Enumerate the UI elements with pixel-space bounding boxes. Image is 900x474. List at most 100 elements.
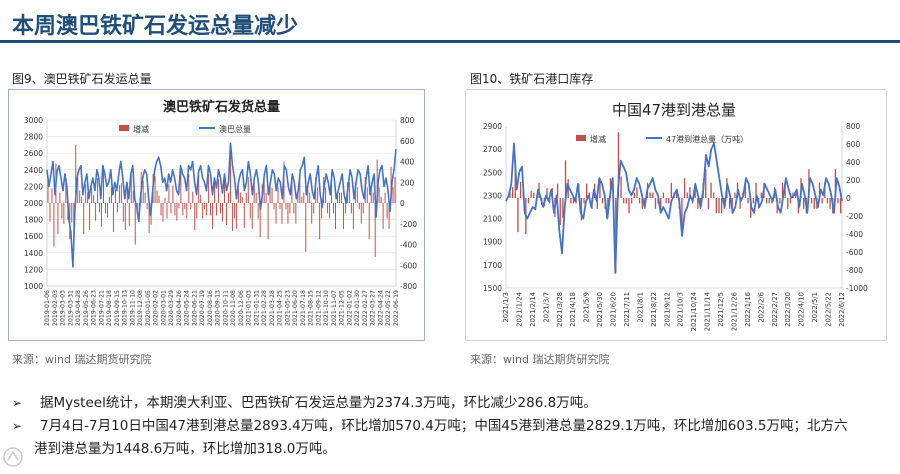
legend-bar-swatch (576, 135, 586, 141)
bar (75, 144, 77, 203)
x-tick-label: 2021-01-03 (246, 290, 253, 326)
y-right-tick-label: -1000 (846, 284, 868, 293)
bar (327, 203, 329, 214)
bar (245, 192, 247, 203)
y-right-tick-label: 200 (846, 176, 861, 185)
right-source-note: 来源：wind 瑞达期货研究院 (470, 353, 610, 366)
x-tick-label: 2022-02-27 (362, 290, 369, 326)
bar (77, 171, 79, 203)
x-tick-label: 2021/6/20 (610, 292, 618, 327)
bar (182, 203, 184, 216)
legend-label: 澳巴总量 (219, 124, 251, 134)
bar (101, 203, 103, 227)
bar (313, 203, 315, 214)
x-tick-label: 2022/6/12 (838, 292, 846, 327)
bar (148, 203, 150, 234)
x-tick-label: 2021-09-12 (315, 290, 322, 326)
bar (768, 198, 770, 204)
x-tick-label: 2020-08-16 (207, 290, 214, 326)
bar (168, 184, 170, 203)
x-tick-label: 2020-07-19 (199, 290, 206, 326)
bar (180, 168, 182, 203)
bullet-text: 7月4日-7月10日中国47港到港总量2893.4万吨，环比增加570.4万吨；… (40, 418, 848, 434)
bar (652, 192, 654, 198)
bar (305, 203, 307, 252)
x-tick-label: 2022-01-30 (354, 290, 361, 326)
x-tick-label: 2019-03-31 (67, 290, 74, 326)
bar (358, 203, 360, 210)
bar (368, 203, 370, 240)
bar (641, 198, 643, 209)
x-tick-label: 2019-03-03 (60, 290, 67, 326)
bar (227, 192, 229, 203)
bar (378, 187, 380, 203)
bar (216, 203, 218, 216)
series-line (46, 142, 397, 268)
x-tick-label: 2022-04-24 (377, 290, 384, 326)
bar (802, 198, 805, 209)
bar (715, 198, 717, 214)
y-left-tick-label: 2000 (24, 199, 43, 208)
bar (162, 203, 164, 222)
bar (779, 198, 781, 204)
bar (546, 188, 548, 198)
x-tick-label: 2021-11-07 (331, 290, 338, 326)
y-left-tick-label: 2200 (24, 182, 43, 191)
x-tick-label: 2022-03-27 (370, 290, 377, 326)
bar (112, 203, 114, 233)
bar (164, 197, 166, 203)
bar (728, 198, 731, 209)
bar (218, 179, 220, 203)
bar (382, 203, 384, 229)
bar (564, 160, 567, 198)
bar (235, 203, 237, 229)
bar (259, 203, 261, 238)
bar (567, 179, 569, 198)
y-right-tick-label: 200 (400, 178, 415, 187)
bar (362, 203, 364, 214)
bar (388, 203, 390, 229)
bar (241, 196, 243, 203)
bar (263, 177, 265, 203)
right-figure-label: 图10、铁矿石港口库存 (470, 72, 594, 86)
bar (93, 194, 95, 203)
bar (580, 198, 583, 221)
bar (95, 203, 97, 221)
x-tick-label: 2021/4/18 (569, 292, 577, 327)
bar (376, 159, 378, 203)
x-tick-label: 2022/1/16 (744, 292, 752, 327)
bar (372, 192, 374, 203)
bar (269, 187, 271, 203)
bar (665, 198, 667, 204)
x-tick-label: 2020-03-01 (160, 290, 167, 326)
bar (188, 173, 190, 203)
bar (356, 187, 358, 203)
x-tick-label: 2019-10-13 (122, 290, 129, 326)
x-tick-label: 2022-05-22 (385, 290, 392, 326)
bar (631, 198, 633, 204)
y-left-tick-label: 1000 (24, 282, 43, 291)
bar (97, 178, 99, 203)
x-tick-label: 2021-01-31 (253, 290, 260, 326)
bar (660, 198, 662, 214)
y-right-tick-label: 800 (400, 116, 415, 125)
bar (297, 192, 299, 203)
bar (142, 181, 144, 203)
bar (273, 203, 275, 210)
bar (335, 203, 337, 229)
bar (105, 203, 106, 214)
bar (118, 185, 120, 203)
title-divider (0, 40, 900, 43)
y-left-tick-label: 2800 (24, 133, 43, 142)
bar (176, 203, 178, 221)
x-tick-label: 2019-06-23 (91, 290, 98, 326)
bar (99, 203, 101, 213)
bar (208, 173, 210, 203)
bar (840, 198, 842, 214)
bar (172, 185, 174, 203)
x-tick-label: 2020-10-11 (222, 290, 229, 326)
page-title: 本周澳巴铁矿石发运总量减少 (12, 14, 299, 39)
bar (530, 190, 532, 198)
bar (340, 192, 342, 203)
x-tick-label: 2021-06-20 (292, 290, 299, 326)
